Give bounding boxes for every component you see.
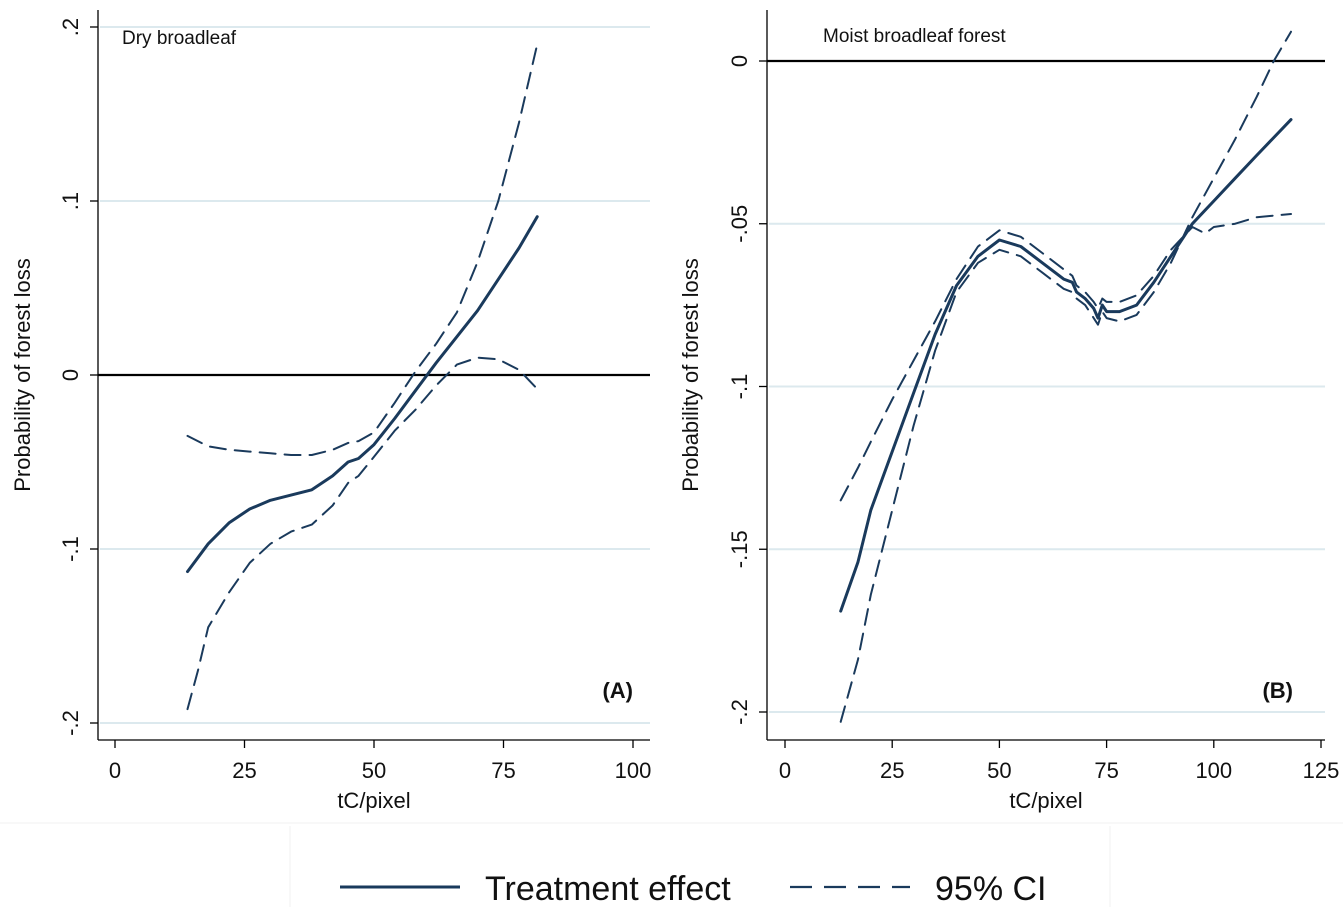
y-axis-title-b: Probability of forest loss (678, 258, 703, 492)
legend-label-treatment-effect: Treatment effect (485, 870, 731, 907)
y-tick-label-b-2: -.1 (727, 374, 752, 400)
treatment-effect-line-b (839, 118, 1293, 613)
x-tick-label-b-4: 100 (1195, 758, 1232, 783)
ci-upper-line-b (839, 213, 1292, 502)
x-tick-label-a-1: 25 (232, 758, 256, 783)
x-tick-label-a-4: 100 (615, 758, 652, 783)
x-axis-title-a: tC/pixel (337, 788, 410, 813)
x-tick-label-a-0: 0 (109, 758, 121, 783)
panel-title-a: Dry broadleaf (122, 28, 237, 49)
y-tick-label-b-1: -.15 (727, 530, 752, 568)
y-tick-label-a-3: .1 (58, 192, 83, 210)
y-axis-title-a: Probability of forest loss (10, 258, 35, 492)
y-tick-label-a-1: -.1 (58, 536, 83, 562)
x-tick-label-a-3: 75 (491, 758, 515, 783)
y-tick-label-a-0: -.2 (58, 710, 83, 736)
x-tick-label-a-2: 50 (362, 758, 386, 783)
panel-title-b: Moist broadleaf forest (823, 26, 1006, 47)
y-tick-label-a-2: 0 (58, 369, 83, 381)
ci-upper-line-a (186, 43, 539, 456)
panel-a: -.2 -.1 0 .1 .2 0 25 50 75 100 tC/pixel Probability… (10, 10, 651, 813)
x-tick-label-b-5: 125 (1303, 758, 1340, 783)
y-tick-label-b-0: -.2 (727, 699, 752, 725)
x-tick-label-b-1: 25 (880, 758, 904, 783)
ci-lower-line-a (186, 356, 539, 711)
y-tick-label-b-4: 0 (727, 55, 752, 67)
x-tick-label-b-2: 50 (987, 758, 1011, 783)
panel-b: -.2 -.15 -.1 -.05 0 0 25 50 75 100 125 tC/pixel Prob… (678, 10, 1339, 813)
ci-lower-line-b (839, 30, 1292, 723)
legend: Treatment effect 95% CI (340, 870, 1047, 908)
legend-label-ci: 95% CI (935, 870, 1047, 907)
panel-tag-b: (B) (1262, 678, 1293, 703)
x-axis-title-b: tC/pixel (1009, 788, 1082, 813)
x-tick-label-b-3: 75 (1094, 758, 1118, 783)
treatment-effect-line-a (186, 215, 539, 574)
panel-tag-a: (A) (602, 678, 633, 703)
x-tick-label-b-0: 0 (779, 758, 791, 783)
y-tick-label-a-4: .2 (58, 18, 83, 36)
y-tick-label-b-3: -.05 (727, 205, 752, 243)
